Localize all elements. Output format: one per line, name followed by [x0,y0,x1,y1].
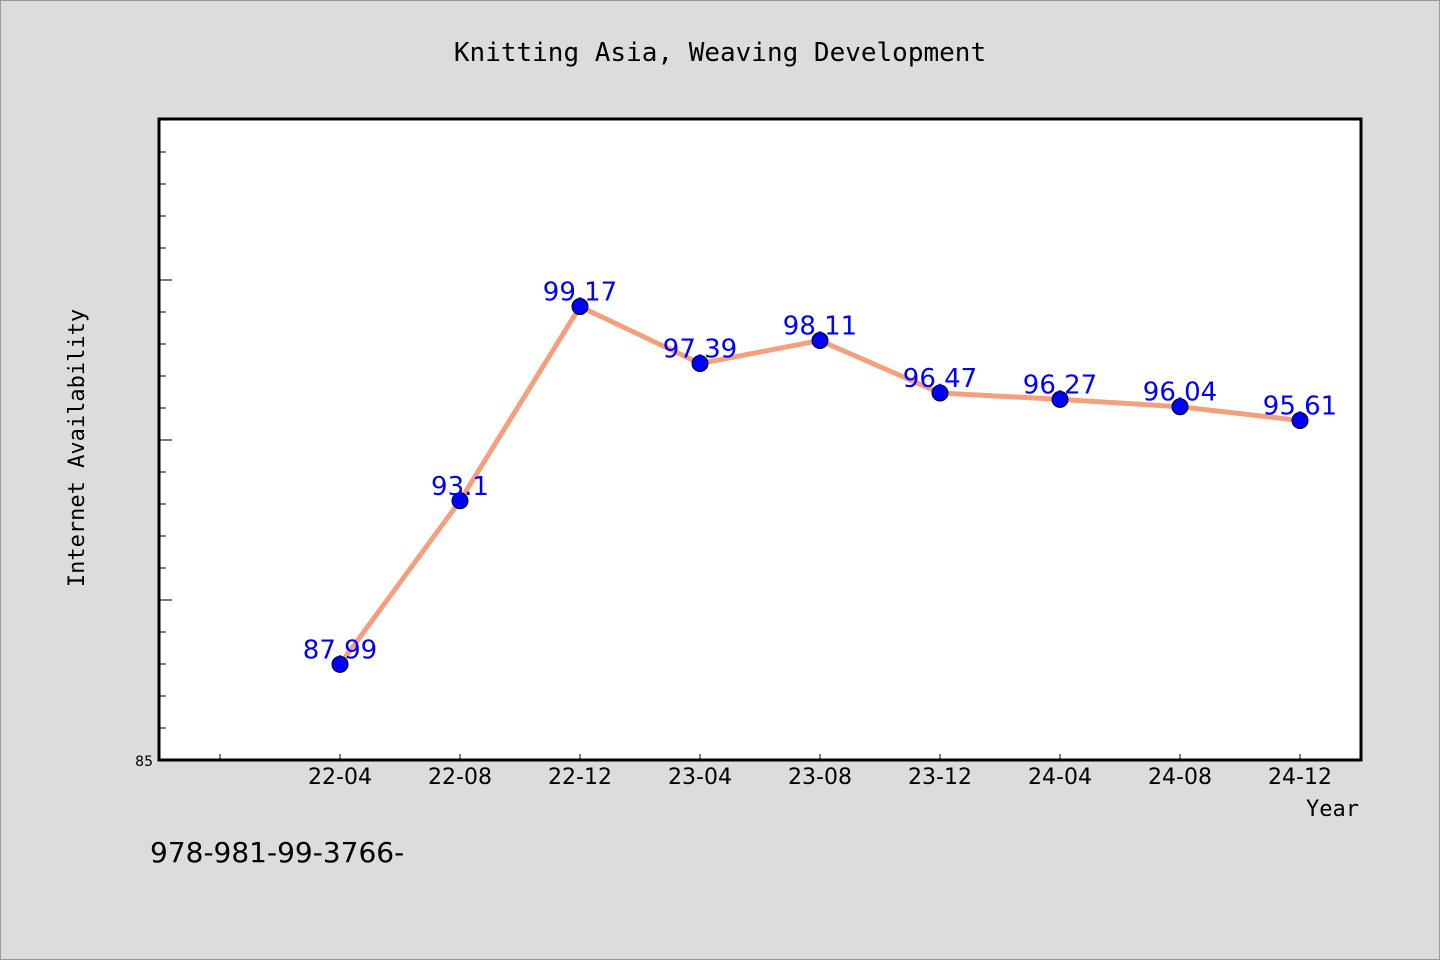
x-tick-label: 23-08 [788,765,852,790]
y-tick-label: 85 [135,754,153,770]
data-label: 95.61 [1263,391,1337,421]
plot-area [157,117,1363,762]
x-tick-label: 22-04 [308,765,372,790]
data-point [691,355,709,373]
x-tick-label: 22-08 [428,765,492,790]
data-label: 87.99 [303,635,377,665]
data-point [931,384,949,402]
x-tick-label: 24-12 [1268,765,1332,790]
data-label: 96.04 [1143,378,1217,408]
x-tick-label: 24-04 [1028,765,1092,790]
data-point [571,298,589,316]
y-axis-ticks [160,119,172,729]
series-group: 87.99 93.1 99.17 97.39 98.11 96.47 96.27 96.04 9… [303,278,1337,673]
data-label: 97.39 [663,335,737,365]
y-axis-label: Internet Availability [65,309,90,587]
data-label: 96.27 [1023,370,1097,400]
data-label: 96.47 [903,364,977,394]
x-tick-label: 22-12 [548,765,612,790]
data-point [1291,411,1309,429]
data-point [331,655,349,673]
x-tick-label: 23-04 [668,765,732,790]
x-tick-label: 23-12 [908,765,972,790]
x-axis-ticks: 22-04 22-08 22-12 23-04 23-08 23-12 24-04 24-08… [219,754,1332,790]
data-point [811,331,829,349]
data-point [1171,398,1189,416]
x-tick-label: 24-08 [1148,765,1212,790]
data-label: 99.17 [543,278,617,308]
data-point [1051,390,1069,408]
chart-title: Knitting Asia, Weaving Development [454,38,986,68]
data-point [451,492,469,510]
footnote: 978-981-99-3766- [150,836,404,869]
data-label: 93.1 [431,472,489,502]
x-axis-label: Year [1306,797,1359,822]
data-label: 98.11 [783,311,857,341]
